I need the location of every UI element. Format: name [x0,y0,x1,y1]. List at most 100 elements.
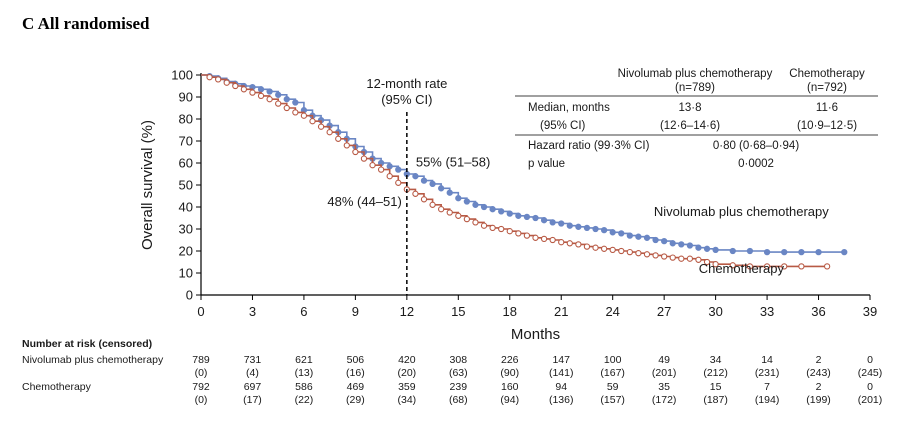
censor-marker-1 [335,135,342,142]
risk-censored: (201) [858,394,883,406]
risk-censored: (90) [500,367,519,379]
censor-marker-1 [326,129,333,136]
risk-at-risk: 792 [192,381,210,393]
risk-at-risk: 35 [658,381,670,393]
censor-marker-0 [446,189,453,196]
risk-at-risk: 0 [867,354,873,366]
risk-censored: (157) [600,394,625,406]
censor-marker-0 [686,242,694,249]
x-tick-label: 15 [451,304,465,319]
y-tick-label: 100 [171,68,193,83]
censor-marker-1 [377,166,385,173]
censor-marker-1 [232,82,239,90]
x-tick-label: 12 [400,304,414,319]
censor-marker-0 [498,208,505,215]
nivo-rate-label: 55% (51–58) [416,154,490,169]
censor-marker-0 [652,236,659,244]
censor-marker-0 [386,163,393,170]
censor-marker-0 [266,88,273,95]
censor-marker-1 [781,263,788,270]
censor-marker-1 [412,190,419,197]
censor-marker-0 [600,226,608,234]
series-label-0: Nivolumab plus chemotherapy [654,204,829,219]
y-tick-label: 90 [179,90,193,105]
censor-marker-0 [566,222,573,229]
censor-marker-0 [480,203,488,211]
censor-marker-0 [549,219,556,226]
censor-marker-1 [343,142,350,149]
risk-at-risk: 15 [710,381,722,393]
x-tick-label: 36 [811,304,825,319]
censor-marker-0 [695,244,702,251]
risk-at-risk: 100 [604,354,622,366]
censor-marker-1 [746,263,754,270]
panel-title: C All randomised [22,14,150,33]
censor-marker-1 [275,100,282,107]
censor-marker-0 [463,198,471,205]
censor-marker-1 [643,251,651,258]
censor-marker-1 [249,89,256,96]
censor-marker-0 [815,248,822,256]
stats-header-nivo: Nivolumab plus chemotherapy [618,68,773,80]
x-tick-label: 27 [657,304,671,319]
censor-marker-1 [206,74,213,81]
censor-marker-1 [386,173,393,180]
stats-median-label: Median, months [528,102,610,114]
censor-marker-1 [257,92,265,100]
censor-marker-1 [300,112,308,119]
risk-censored: (20) [398,367,417,379]
risk-at-risk: 469 [347,381,365,393]
censor-marker-0 [712,246,719,254]
censor-marker-0 [635,233,642,240]
y-axis-title: Overall survival (%) [139,120,156,250]
y-tick-label: 80 [179,112,193,127]
stats-ci-label: (95% CI) [540,120,586,132]
stats-hr-value: 0·80 (0·68–0·94) [713,140,799,152]
censor-marker-0 [412,173,419,180]
series-layer: Nivolumab plus chemotherapy Chemotherapy [201,72,848,276]
risk-at-risk: 7 [764,381,770,393]
risk-at-risk: 789 [192,354,210,366]
risk-censored: (172) [652,394,677,406]
censor-marker-1 [695,256,702,263]
annotations: 12-month rate (95% CI) 55% (51–58) 48% (… [327,76,490,295]
censor-marker-1 [626,248,633,256]
rate-label-line2: (95% CI) [381,92,432,107]
censor-marker-1 [480,222,488,229]
censor-marker-1 [223,79,230,86]
censor-marker-1 [532,234,539,241]
censor-marker-0 [841,248,848,256]
censor-marker-0 [472,201,479,208]
censor-marker-0 [669,240,676,247]
censor-marker-1 [266,96,273,103]
censor-marker-0 [257,86,265,93]
risk-censored: (34) [398,394,417,406]
censor-marker-1 [558,239,565,246]
x-tick-label: 6 [300,304,307,319]
censor-marker-1 [523,232,531,239]
censor-marker-1 [317,123,325,130]
censor-marker-1 [703,258,711,266]
censor-marker-1 [540,235,548,243]
censor-marker-1 [283,104,290,112]
censor-marker-0 [678,241,685,248]
stats-table: Nivolumab plus chemotherapy (n=789) Chem… [515,68,878,170]
censor-marker-1 [669,254,676,261]
censor-marker-1 [438,206,445,213]
censor-marker-1 [395,179,402,186]
stats-p-value: 0·0002 [738,158,774,170]
censor-marker-0 [506,210,513,217]
risk-at-risk: 0 [867,381,873,393]
stats-header-chemo-n: (n=792) [807,82,847,94]
y-tick-label: 10 [179,266,193,281]
risk-censored: (243) [806,367,831,379]
censor-marker-1 [566,240,573,247]
censor-marker-1 [472,219,479,226]
risk-censored: (17) [243,394,262,406]
y-tick-label: 0 [186,288,193,303]
censor-marker-0 [438,185,445,192]
censor-marker-0 [523,213,531,221]
censor-marker-1 [455,212,462,219]
censor-marker-0 [292,99,299,106]
censor-marker-1 [592,244,599,251]
